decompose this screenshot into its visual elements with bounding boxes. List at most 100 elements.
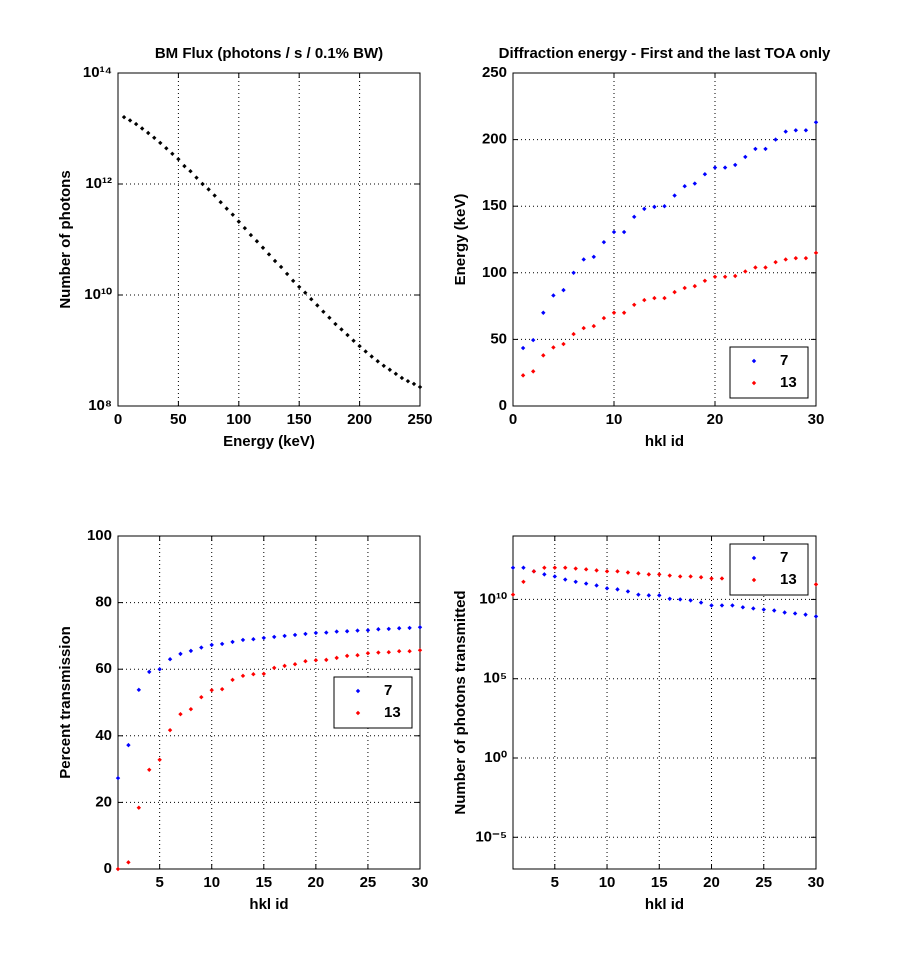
data-point xyxy=(520,373,526,378)
x-tick-label: 25 xyxy=(360,874,377,891)
legend-label: 13 xyxy=(780,374,797,391)
data-point xyxy=(672,193,677,198)
data-point xyxy=(813,250,819,256)
data-point xyxy=(615,587,620,592)
data-point xyxy=(167,727,173,733)
data-point xyxy=(386,650,391,655)
data-point xyxy=(278,264,284,270)
data-point xyxy=(282,633,287,639)
data-point xyxy=(147,669,152,675)
data-point xyxy=(136,687,142,693)
data-point xyxy=(170,151,175,157)
data-point xyxy=(292,662,298,667)
data-point xyxy=(763,265,768,270)
y-tick-label: 60 xyxy=(95,660,112,677)
y-tick-label: 0 xyxy=(104,860,112,877)
y-tick-label: 10⁵ xyxy=(483,670,507,687)
data-point xyxy=(176,156,181,162)
data-point xyxy=(272,634,277,640)
y-tick-label: 10¹⁰ xyxy=(479,590,507,607)
data-point xyxy=(411,381,417,387)
data-point xyxy=(772,608,777,613)
data-point xyxy=(531,569,537,574)
data-point xyxy=(339,327,344,332)
y-tick-label: 10¹⁴ xyxy=(83,64,112,81)
data-point xyxy=(115,775,121,781)
data-point xyxy=(248,232,254,238)
data-point xyxy=(594,568,599,573)
data-point xyxy=(230,677,235,683)
data-point xyxy=(209,687,214,693)
data-point xyxy=(642,206,647,212)
data-point xyxy=(303,659,308,664)
data-point xyxy=(230,639,235,645)
data-point xyxy=(417,648,423,653)
data-point xyxy=(753,146,758,152)
data-point xyxy=(773,137,778,142)
data-point xyxy=(363,349,368,354)
y-tick-label: 10¹² xyxy=(85,175,112,192)
data-point xyxy=(167,657,173,662)
data-point xyxy=(730,603,735,608)
axes-frame xyxy=(512,72,817,407)
data-point xyxy=(209,642,214,648)
x-tick-label: 10 xyxy=(599,874,616,891)
data-point xyxy=(309,297,314,302)
data-point xyxy=(147,767,152,772)
data-point xyxy=(194,175,199,180)
y-tick-label: 200 xyxy=(482,131,507,148)
legend-label: 7 xyxy=(780,352,788,369)
y-tick-label: 80 xyxy=(95,594,112,611)
data-point xyxy=(702,172,708,177)
y-axis-label: Number of photons transmitted xyxy=(452,590,469,814)
data-point xyxy=(375,359,380,364)
data-point xyxy=(740,605,746,610)
data-point xyxy=(381,363,386,369)
x-tick-label: 5 xyxy=(551,874,559,891)
data-point xyxy=(719,576,725,581)
legend-marker xyxy=(751,358,757,364)
data-point xyxy=(182,163,187,169)
y-tick-label: 50 xyxy=(490,330,507,347)
data-point xyxy=(200,181,205,187)
data-point xyxy=(242,225,248,231)
data-point xyxy=(254,239,260,244)
data-point xyxy=(541,353,546,358)
data-point xyxy=(115,866,121,872)
data-point xyxy=(709,576,714,581)
y-tick-label: 250 xyxy=(482,64,507,81)
data-point xyxy=(782,610,787,615)
data-point xyxy=(521,565,526,570)
data-point xyxy=(561,341,566,347)
data-point xyxy=(625,589,631,594)
data-point xyxy=(625,570,631,575)
data-point xyxy=(292,632,298,638)
data-point xyxy=(672,289,677,295)
data-point xyxy=(224,206,229,211)
data-point xyxy=(324,630,329,635)
axes-frame xyxy=(512,535,817,870)
data-point xyxy=(365,628,371,633)
y-tick-label: 0 xyxy=(499,397,507,414)
data-point xyxy=(321,309,326,314)
plot-area xyxy=(118,73,420,406)
data-point xyxy=(773,259,778,265)
data-point xyxy=(157,757,162,762)
data-point xyxy=(581,257,586,262)
data-point xyxy=(636,571,641,576)
data-point xyxy=(387,367,392,372)
legend-label: 13 xyxy=(780,571,797,588)
data-point xyxy=(719,603,725,608)
x-tick-label: 30 xyxy=(808,411,825,428)
data-point xyxy=(722,165,728,170)
data-point xyxy=(351,338,356,343)
data-point xyxy=(611,229,617,235)
legend-marker xyxy=(751,555,757,561)
x-axis-label: hkl id xyxy=(249,896,288,913)
data-point xyxy=(803,255,809,261)
data-point xyxy=(188,706,194,712)
data-point xyxy=(284,271,290,277)
data-point xyxy=(396,649,402,654)
data-point xyxy=(297,284,302,290)
data-point xyxy=(510,592,516,597)
